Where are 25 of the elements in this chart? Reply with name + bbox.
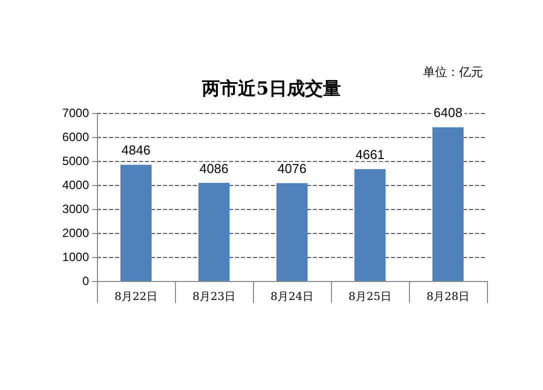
x-tick-label: 8月28日: [426, 290, 470, 303]
data-label: 4076: [278, 161, 306, 176]
bar: [276, 183, 308, 281]
data-label: 6408: [434, 105, 462, 120]
x-tick-label: 8月25日: [348, 290, 392, 303]
y-tick-label: 0: [82, 274, 90, 288]
chart-title: 两市近5日成交量: [201, 78, 341, 100]
bar: [432, 127, 464, 281]
y-tick-label: 1000: [62, 250, 90, 264]
bar: [120, 164, 152, 281]
bar: [198, 182, 230, 281]
y-tick-label: 7000: [62, 106, 90, 120]
y-tick-label: 2000: [62, 226, 90, 240]
y-tick-label: 5000: [62, 154, 90, 168]
data-label: 4661: [356, 147, 384, 162]
bar: [354, 169, 386, 281]
x-tick-label: 8月24日: [270, 290, 314, 303]
y-tick-label: 6000: [62, 130, 90, 144]
data-label: 4846: [122, 142, 150, 158]
data-label: 4086: [200, 160, 228, 176]
text: 单位：亿元: [423, 65, 483, 79]
y-tick-label: 3000: [62, 202, 90, 216]
y-tick-label: 4000: [62, 178, 90, 192]
x-tick-label: 8月22日: [114, 290, 158, 303]
x-tick-label: 8月23日: [192, 290, 236, 303]
